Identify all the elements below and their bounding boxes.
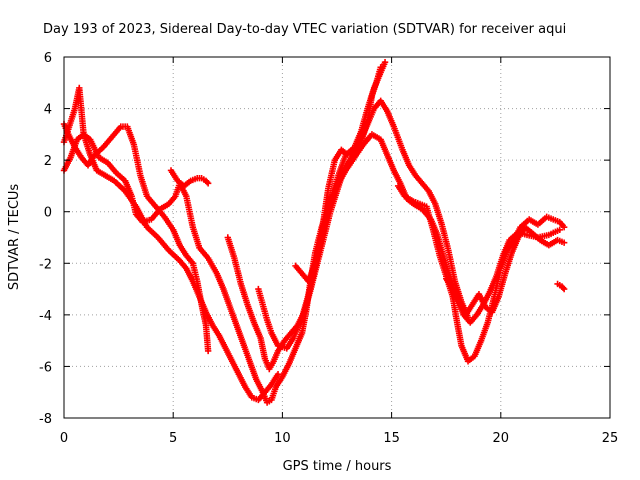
x-tick-label: 10 [274, 431, 291, 446]
data-point [381, 58, 389, 66]
x-axis-label: GPS time / hours [283, 459, 392, 474]
data-point [560, 239, 568, 246]
data-point [560, 285, 568, 293]
data-point [203, 178, 211, 186]
tick-layer: 0 5 10 15 20 25 -8 -6 -4 -2 0 2 4 6 [39, 51, 618, 446]
y-tick-label: 0 [44, 206, 52, 221]
data-point [204, 180, 212, 187]
data-point [204, 347, 212, 355]
x-tick-label: 20 [493, 431, 510, 446]
data-point [560, 223, 568, 231]
x-tick-label: 25 [602, 431, 619, 446]
data-point [559, 284, 567, 291]
y-tick-label: -4 [39, 309, 52, 324]
x-tick-label: 5 [169, 431, 177, 446]
y-tick-label: -8 [39, 412, 52, 427]
y-tick-label: -2 [39, 257, 52, 272]
data-point [274, 370, 282, 378]
x-tick-label: 15 [383, 431, 400, 446]
y-tick-label: 4 [44, 103, 52, 118]
chart-title: Day 193 of 2023, Sidereal Day-to-day VTE… [43, 22, 566, 37]
x-tick-label: 0 [60, 431, 68, 446]
y-tick-label: 2 [44, 154, 52, 169]
points-layer [60, 58, 568, 406]
y-tick-label: 6 [44, 51, 52, 66]
y-axis-label: SDTVAR / TECUs [7, 184, 22, 291]
y-tick-label: -6 [39, 360, 52, 375]
data-point [377, 64, 384, 71]
data-point [556, 226, 563, 233]
plot-frame [63, 56, 611, 419]
